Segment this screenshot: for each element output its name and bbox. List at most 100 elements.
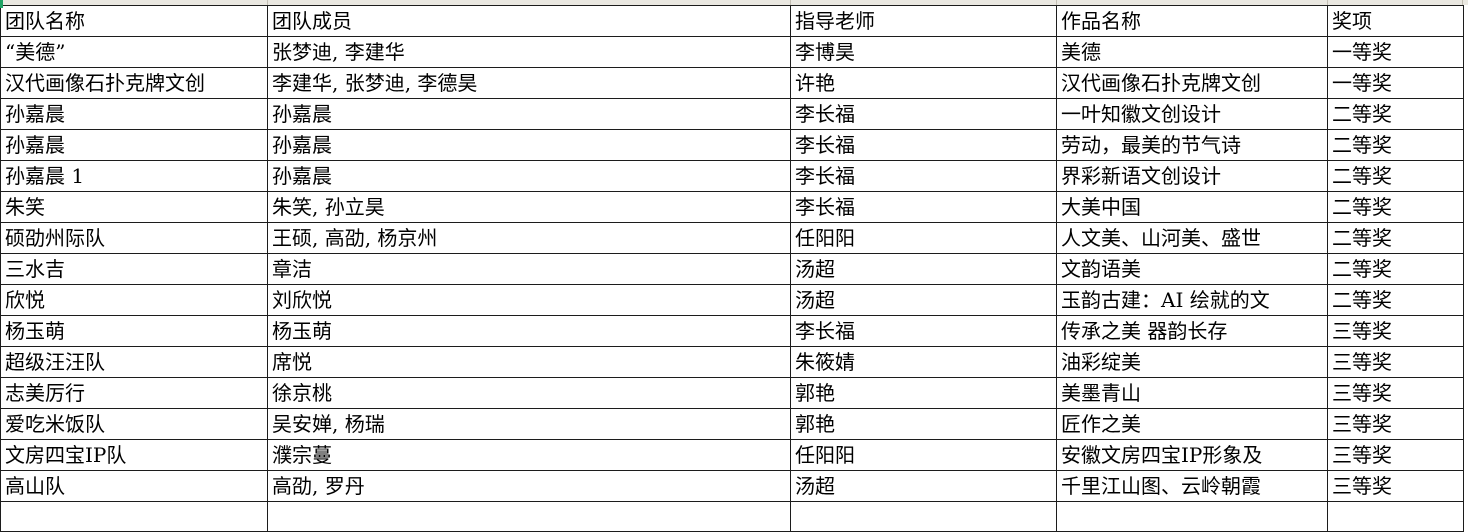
table-row: 孙嘉晨 1 孙嘉晨 李长福 界彩新语文创设计 二等奖 [0, 160, 1464, 192]
cell-team[interactable]: 杨玉萌 [0, 315, 268, 347]
cell-members[interactable]: 张梦迪, 李建华 [267, 36, 791, 68]
cell-members[interactable]: 席悦 [267, 346, 791, 378]
cell-teacher[interactable]: 李长福 [790, 129, 1057, 161]
cell-team[interactable]: 志美厉行 [0, 377, 268, 409]
cell-members[interactable]: 刘欣悦 [267, 284, 791, 316]
cell-teacher[interactable]: 李博昊 [790, 36, 1057, 68]
cell-empty[interactable] [1056, 501, 1328, 532]
cell-teacher[interactable]: 郭艳 [790, 408, 1057, 440]
col-header-team[interactable]: 团队名称 [0, 5, 268, 37]
cell-members[interactable]: 章洁 [267, 253, 791, 285]
table-row: 朱笑 朱笑, 孙立昊 李长福 大美中国 二等奖 [0, 191, 1464, 223]
table-row: 三水吉 章洁 汤超 文韵语美 二等奖 [0, 253, 1464, 285]
cell-award[interactable]: 二等奖 [1327, 98, 1464, 130]
cell-members[interactable]: 杨玉萌 [267, 315, 791, 347]
cell-members[interactable]: 孙嘉晨 [267, 98, 791, 130]
cell-award[interactable]: 三等奖 [1327, 408, 1464, 440]
cell-teacher[interactable]: 郭艳 [790, 377, 1057, 409]
cell-team[interactable]: 孙嘉晨 [0, 129, 268, 161]
cell-teacher[interactable]: 李长福 [790, 160, 1057, 192]
cell-work[interactable]: 文韵语美 [1056, 253, 1328, 285]
awards-table: 团队名称 团队成员 指导老师 作品名称 奖项 “美德” 张梦迪, 李建华 李博昊 美德… [0, 5, 1464, 532]
cell-teacher[interactable]: 汤超 [790, 470, 1057, 502]
cell-team[interactable]: 孙嘉晨 1 [0, 160, 268, 192]
cell-award[interactable]: 一等奖 [1327, 67, 1464, 99]
cell-teacher[interactable]: 汤超 [790, 253, 1057, 285]
cell-teacher[interactable]: 汤超 [790, 284, 1057, 316]
cell-award[interactable]: 二等奖 [1327, 160, 1464, 192]
table-row: 爱吃米饭队 吴安婵, 杨瑞 郭艳 匠作之美 三等奖 [0, 408, 1464, 440]
cell-teacher[interactable]: 任阳阳 [790, 439, 1057, 471]
cell-work[interactable]: 劳动，最美的节气诗 [1056, 129, 1328, 161]
cell-work[interactable]: 传承之美 器韵长存 [1056, 315, 1328, 347]
cell-members[interactable]: 吴安婵, 杨瑞 [267, 408, 791, 440]
cell-award[interactable]: 二等奖 [1327, 253, 1464, 285]
cell-team[interactable]: 孙嘉晨 [0, 98, 268, 130]
cell-award[interactable]: 三等奖 [1327, 377, 1464, 409]
cell-teacher[interactable]: 许艳 [790, 67, 1057, 99]
cell-teacher[interactable]: 李长福 [790, 315, 1057, 347]
cell-team[interactable]: 三水吉 [0, 253, 268, 285]
cell-award[interactable]: 二等奖 [1327, 222, 1464, 254]
cell-teacher[interactable]: 朱筱婧 [790, 346, 1057, 378]
cell-team[interactable]: 硕劭州际队 [0, 222, 268, 254]
cell-work[interactable]: 大美中国 [1056, 191, 1328, 223]
table-row: 超级汪汪队 席悦 朱筱婧 油彩绽美 三等奖 [0, 346, 1464, 378]
gridline-tick [267, 0, 268, 5]
cell-teacher[interactable]: 李长福 [790, 98, 1057, 130]
cell-work[interactable]: 匠作之美 [1056, 408, 1328, 440]
cell-team[interactable]: 超级汪汪队 [0, 346, 268, 378]
table-row: 孙嘉晨 孙嘉晨 李长福 一叶知徽文创设计 二等奖 [0, 98, 1464, 130]
table-row: 孙嘉晨 孙嘉晨 李长福 劳动，最美的节气诗 二等奖 [0, 129, 1464, 161]
cell-team[interactable]: 高山队 [0, 470, 268, 502]
cell-award[interactable]: 三等奖 [1327, 439, 1464, 471]
cell-award[interactable]: 三等奖 [1327, 315, 1464, 347]
col-header-teacher[interactable]: 指导老师 [790, 5, 1057, 37]
cell-members[interactable]: 徐京桃 [267, 377, 791, 409]
cell-work[interactable]: 玉韵古建：AI 绘就的文 [1056, 284, 1328, 316]
cell-work[interactable]: 美德 [1056, 36, 1328, 68]
cell-team[interactable]: 汉代画像石扑克牌文创 [0, 67, 268, 99]
cell-work[interactable]: 油彩绽美 [1056, 346, 1328, 378]
table-row: 文房四宝IP队 濮宗蔓 任阳阳 安徽文房四宝IP形象及 三等奖 [0, 439, 1464, 471]
cell-work[interactable]: 一叶知徽文创设计 [1056, 98, 1328, 130]
cell-empty[interactable] [0, 501, 268, 532]
cell-team[interactable]: 爱吃米饭队 [0, 408, 268, 440]
cell-award[interactable]: 一等奖 [1327, 36, 1464, 68]
cell-award[interactable]: 二等奖 [1327, 284, 1464, 316]
cell-empty[interactable] [267, 501, 791, 532]
table-row: “美德” 张梦迪, 李建华 李博昊 美德 一等奖 [0, 36, 1464, 68]
cell-members[interactable]: 朱笑, 孙立昊 [267, 191, 791, 223]
cell-empty[interactable] [1327, 501, 1464, 532]
cell-members[interactable]: 孙嘉晨 [267, 160, 791, 192]
cell-empty[interactable] [790, 501, 1057, 532]
cell-members[interactable]: 王硕, 高劭, 杨京州 [267, 222, 791, 254]
cell-members[interactable]: 李建华, 张梦迪, 李德昊 [267, 67, 791, 99]
cell-award[interactable]: 二等奖 [1327, 191, 1464, 223]
selection-corner-marker [0, 0, 3, 8]
cell-work[interactable]: 美墨青山 [1056, 377, 1328, 409]
cell-work[interactable]: 安徽文房四宝IP形象及 [1056, 439, 1328, 471]
table-row: 杨玉萌 杨玉萌 李长福 传承之美 器韵长存 三等奖 [0, 315, 1464, 347]
cell-teacher[interactable]: 任阳阳 [790, 222, 1057, 254]
col-header-members[interactable]: 团队成员 [267, 5, 791, 37]
table-row: 志美厉行 徐京桃 郭艳 美墨青山 三等奖 [0, 377, 1464, 409]
cell-members[interactable]: 濮宗蔓 [267, 439, 791, 471]
cell-work[interactable]: 千里江山图、云岭朝霞 [1056, 470, 1328, 502]
cell-members[interactable]: 孙嘉晨 [267, 129, 791, 161]
cell-teacher[interactable]: 李长福 [790, 191, 1057, 223]
cell-members[interactable]: 高劭, 罗丹 [267, 470, 791, 502]
cell-team[interactable]: “美德” [0, 36, 268, 68]
col-header-work[interactable]: 作品名称 [1056, 5, 1328, 37]
cell-team[interactable]: 朱笑 [0, 191, 268, 223]
cell-team[interactable]: 欣悦 [0, 284, 268, 316]
cell-award[interactable]: 三等奖 [1327, 346, 1464, 378]
cell-work[interactable]: 汉代画像石扑克牌文创 [1056, 67, 1328, 99]
cell-work[interactable]: 界彩新语文创设计 [1056, 160, 1328, 192]
cell-work[interactable]: 人文美、山河美、盛世 [1056, 222, 1328, 254]
cell-award[interactable]: 二等奖 [1327, 129, 1464, 161]
cell-team[interactable]: 文房四宝IP队 [0, 439, 268, 471]
cell-award[interactable]: 三等奖 [1327, 470, 1464, 502]
gridline-tick [1056, 0, 1057, 5]
col-header-award[interactable]: 奖项 [1327, 5, 1464, 37]
